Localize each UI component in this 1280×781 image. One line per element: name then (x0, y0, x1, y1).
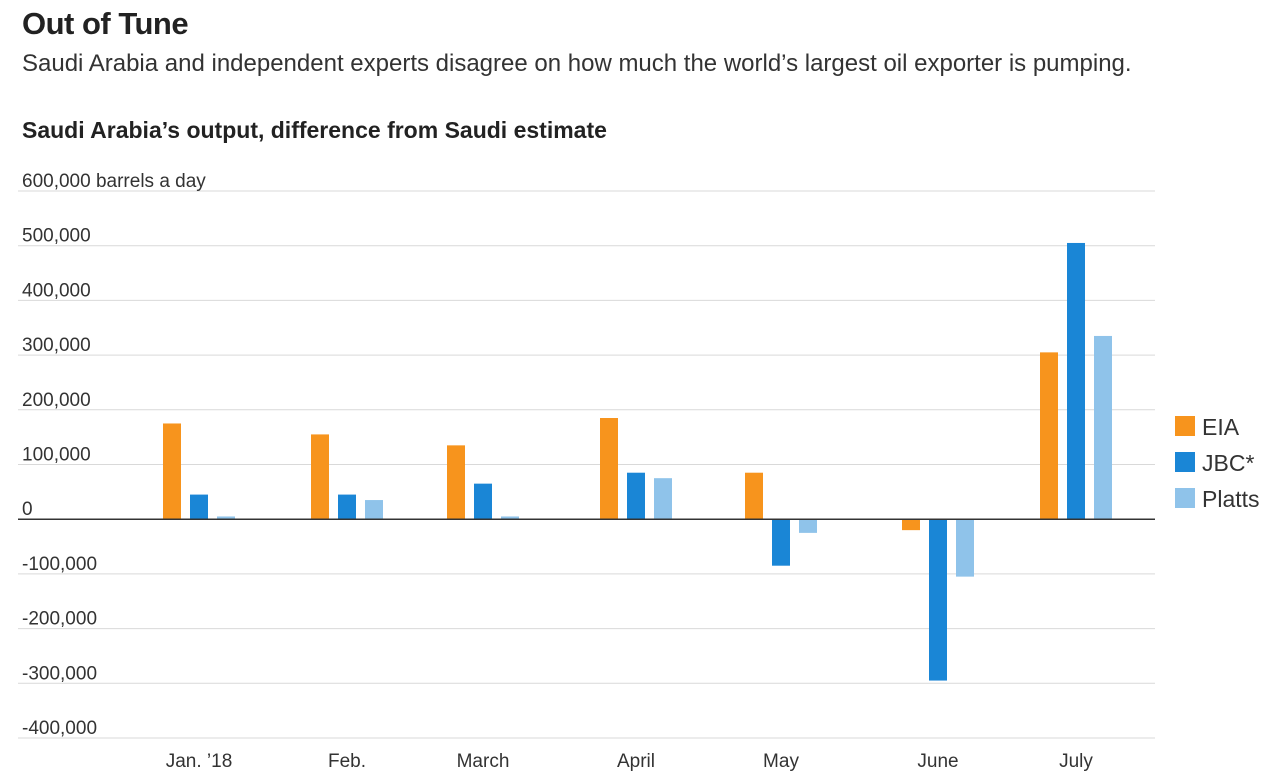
y-tick-label: -300,000 (22, 663, 97, 684)
legend-swatch (1175, 416, 1195, 436)
legend: EIA JBC* Platts (1175, 414, 1260, 512)
bar-eia-5 (902, 519, 920, 531)
bar-jbc-4 (772, 519, 790, 566)
x-tick-label: July (1059, 751, 1093, 772)
bar-eia-4 (745, 472, 763, 520)
chart-heading: Saudi Arabia’s output, difference from S… (22, 117, 607, 143)
gridlines (18, 190, 1155, 739)
x-tick-label: Feb. (328, 751, 366, 772)
legend-swatch (1175, 452, 1195, 472)
y-tick-label: 400,000 (22, 280, 91, 301)
y-tick-label: 500,000 (22, 226, 91, 247)
bar-jbc-5 (929, 519, 947, 681)
chart-subtitle: Saudi Arabia and independent experts dis… (22, 50, 1132, 77)
x-tick-label: Jan. ’18 (166, 751, 233, 772)
bar-platts-0 (217, 516, 235, 520)
y-tick-label: -400,000 (22, 718, 97, 739)
x-tick-label: May (763, 751, 799, 772)
x-axis-ticks: Jan. ’18 Feb. March April May June July (166, 751, 1094, 772)
bar-platts-6 (1094, 335, 1112, 520)
y-tick-label: 200,000 (22, 390, 91, 411)
bar-jbc-1 (338, 494, 356, 520)
bar-eia-0 (163, 423, 181, 520)
legend-swatch (1175, 488, 1195, 508)
chart-main-title: Out of Tune (22, 6, 189, 41)
x-tick-label: June (917, 751, 958, 772)
bar-platts-2 (501, 516, 519, 520)
bar-eia-2 (447, 445, 465, 520)
y-tick-label: 300,000 (22, 335, 91, 356)
bar-platts-4 (799, 519, 817, 533)
bar-jbc-3 (627, 472, 645, 520)
bar-eia-1 (311, 434, 329, 520)
bar-eia-6 (1040, 352, 1058, 520)
y-tick-label: -100,000 (22, 554, 97, 575)
bar-platts-5 (956, 519, 974, 577)
bar-platts-1 (365, 500, 383, 520)
x-tick-label: March (457, 751, 510, 772)
bar-jbc-6 (1067, 242, 1085, 520)
x-tick-label: April (617, 751, 655, 772)
y-axis-ticks: 600,000 barrels a day 500,000 400,000 300,0… (22, 171, 206, 739)
y-tick-label: 600,000 barrels a day (22, 171, 206, 192)
y-tick-label: 0 (22, 499, 33, 520)
y-tick-label: -200,000 (22, 609, 97, 630)
legend-label: JBC* (1202, 450, 1254, 476)
bar-jbc-2 (474, 483, 492, 520)
bar-jbc-0 (190, 494, 208, 520)
legend-label: EIA (1202, 414, 1240, 440)
y-tick-label: 100,000 (22, 445, 91, 466)
bar-platts-3 (654, 478, 672, 520)
bars (163, 242, 1112, 681)
legend-label: Platts (1202, 486, 1260, 512)
bar-eia-3 (600, 418, 618, 520)
